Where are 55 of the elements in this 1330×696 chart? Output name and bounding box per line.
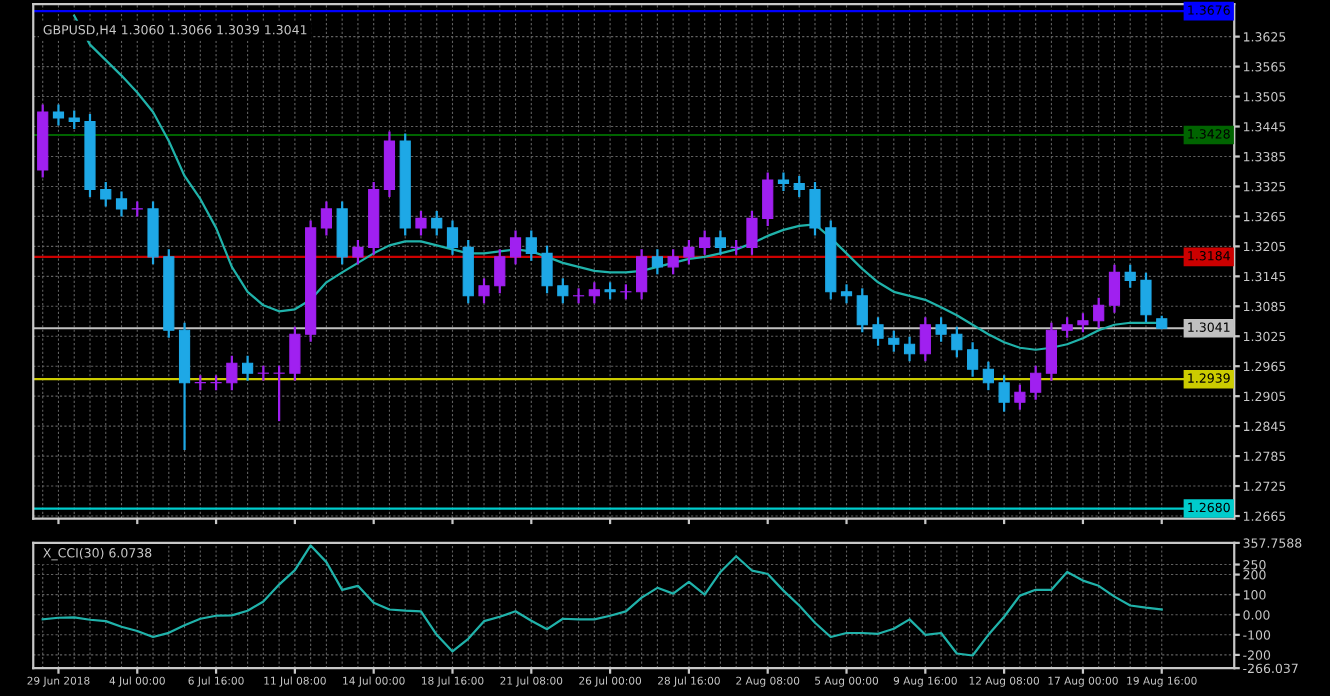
candlestick <box>872 316 884 347</box>
candlestick <box>68 109 80 131</box>
line-series <box>41 544 1163 657</box>
candlestick <box>982 360 994 392</box>
candlestick <box>289 325 301 382</box>
candlestick <box>431 209 443 237</box>
candlestick <box>336 200 348 266</box>
candlestick <box>1108 263 1121 314</box>
candlestick <box>935 316 947 343</box>
candlestick <box>541 244 553 295</box>
candlestick <box>320 200 333 237</box>
candlestick <box>1030 364 1042 401</box>
candlestick <box>1124 263 1136 289</box>
candlestick <box>793 174 805 199</box>
candlestick <box>226 354 238 392</box>
candlestick <box>1061 316 1073 339</box>
candlestick <box>352 238 364 266</box>
candlestick <box>903 335 916 363</box>
candlestick <box>509 229 522 266</box>
candlestick <box>147 200 159 266</box>
candlestick <box>52 103 65 127</box>
candlestick <box>777 171 790 193</box>
candlestick <box>888 329 900 353</box>
candlestick <box>115 190 128 218</box>
candlestick <box>1045 321 1058 382</box>
candlestick <box>415 209 427 237</box>
candlestick <box>1014 383 1026 411</box>
candlestick <box>998 374 1010 413</box>
candlestick <box>714 229 727 256</box>
candlestick <box>951 325 963 359</box>
candlestick <box>919 316 931 363</box>
candlestick <box>557 277 569 305</box>
candlestick <box>242 354 254 382</box>
candlestick <box>100 180 112 208</box>
candlestick <box>494 248 506 295</box>
candlestick <box>1093 296 1105 330</box>
candlestick <box>809 180 821 237</box>
candlestick <box>1140 271 1152 324</box>
candlestick <box>651 248 663 276</box>
candlestick <box>699 229 711 256</box>
candlestick <box>273 364 285 423</box>
candlestick <box>446 219 459 256</box>
candlestick <box>683 238 695 266</box>
candlestick <box>525 229 537 262</box>
candlestick <box>856 287 868 334</box>
candlestick <box>762 171 774 227</box>
candlestick <box>478 277 490 305</box>
candlestick <box>1077 312 1089 334</box>
candlestick <box>572 287 585 305</box>
candlestick <box>746 209 758 256</box>
candlestick <box>967 341 979 378</box>
candlestick <box>636 248 648 301</box>
candlestick <box>588 281 600 305</box>
candlestick <box>667 248 679 276</box>
candlestick <box>840 283 853 305</box>
